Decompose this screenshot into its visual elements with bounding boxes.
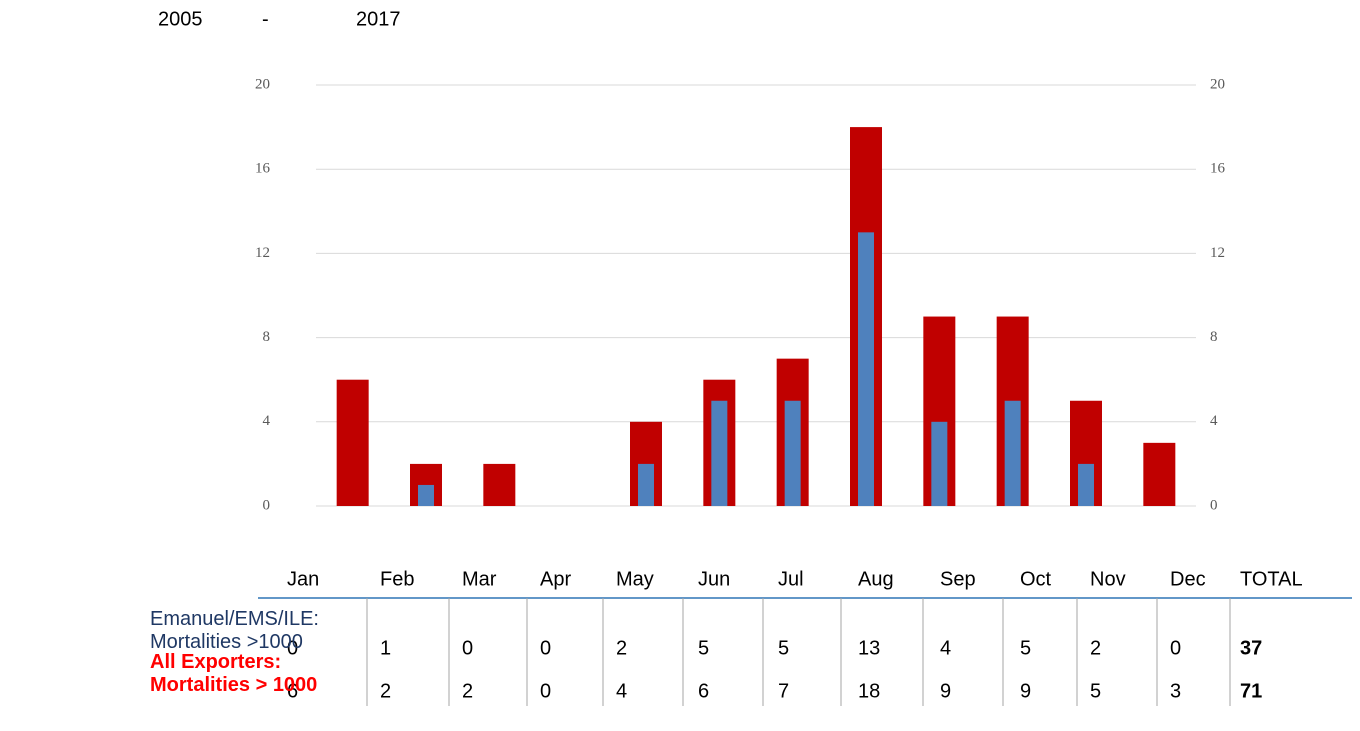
table-cell: 4 <box>616 680 627 702</box>
table-cell: 2 <box>380 680 391 702</box>
year-dash: - <box>262 8 269 30</box>
column-header: Jul <box>778 568 804 590</box>
y2-tick-label: 12 <box>1210 245 1225 261</box>
y2-tick-label: 20 <box>1210 76 1225 92</box>
y-tick-label: 4 <box>263 413 271 429</box>
column-header: Jun <box>698 568 730 590</box>
table-cell: 0 <box>1170 637 1181 659</box>
column-header: TOTAL <box>1240 568 1303 590</box>
bar <box>638 463 654 506</box>
y-tick-label: 8 <box>263 329 271 345</box>
column-header: Nov <box>1090 568 1126 590</box>
column-header: Oct <box>1020 568 1052 590</box>
bar <box>1143 442 1176 506</box>
bar <box>1078 463 1094 506</box>
y-tick-label: 0 <box>263 497 271 513</box>
row-label-line: Mortalities >1000 <box>150 631 303 653</box>
year-from: 2005 <box>158 8 203 30</box>
table-cell: 6 <box>698 680 709 702</box>
bar <box>711 400 728 506</box>
table-cell: 18 <box>858 680 880 702</box>
table-cell: 13 <box>858 637 880 659</box>
column-header: Mar <box>462 568 497 590</box>
column-header: Aug <box>858 568 894 590</box>
column-header: Jan <box>287 568 319 590</box>
row-label-line: Emanuel/EMS/ILE: <box>150 608 319 630</box>
table-cell: 9 <box>940 680 951 702</box>
bar <box>336 379 369 506</box>
y2-tick-label: 4 <box>1210 413 1218 429</box>
table-cell: 0 <box>540 680 551 702</box>
y2-tick-label: 16 <box>1210 161 1226 177</box>
bar <box>931 421 948 506</box>
table-cell: 5 <box>698 637 709 659</box>
column-header: Apr <box>540 568 571 590</box>
table-cell: 3 <box>1170 680 1181 702</box>
table-cell: 9 <box>1020 680 1031 702</box>
year-to: 2017 <box>356 8 401 30</box>
column-header: Feb <box>380 568 414 590</box>
y2-tick-label: 8 <box>1210 329 1218 345</box>
bar <box>784 400 801 506</box>
table-cell: 0 <box>287 637 298 659</box>
table-cell: 6 <box>287 680 298 702</box>
table-cell: 7 <box>778 680 789 702</box>
table-total: 37 <box>1240 637 1262 659</box>
row-label: Emanuel/EMS/ILE: Mortalities >1000 <box>150 608 319 654</box>
y-tick-label: 20 <box>255 76 270 92</box>
table-cell: 5 <box>778 637 789 659</box>
y-tick-label: 16 <box>255 161 271 177</box>
table-cell: 1 <box>380 637 391 659</box>
table-cell: 5 <box>1020 637 1031 659</box>
y2-tick-label: 0 <box>1210 497 1218 513</box>
table-cell: 2 <box>1090 637 1101 659</box>
table-cell: 4 <box>940 637 951 659</box>
row-label-line: All Exporters: <box>150 651 282 673</box>
bar <box>1004 400 1021 506</box>
y-tick-label: 12 <box>255 245 270 261</box>
table-cell: 0 <box>462 637 473 659</box>
row-label: All Exporters: Mortalities > 1000 <box>150 651 318 697</box>
bar <box>418 484 434 506</box>
table-cell: 2 <box>462 680 473 702</box>
table-cell: 5 <box>1090 680 1101 702</box>
table-cell: 0 <box>540 637 551 659</box>
column-header: Dec <box>1170 568 1206 590</box>
column-header: May <box>616 568 654 590</box>
bar <box>858 232 874 506</box>
table-cell: 2 <box>616 637 627 659</box>
bar <box>483 463 516 506</box>
table-total: 71 <box>1240 680 1262 702</box>
row-label-line: Mortalities > 1000 <box>150 674 318 696</box>
column-header: Sep <box>940 568 976 590</box>
